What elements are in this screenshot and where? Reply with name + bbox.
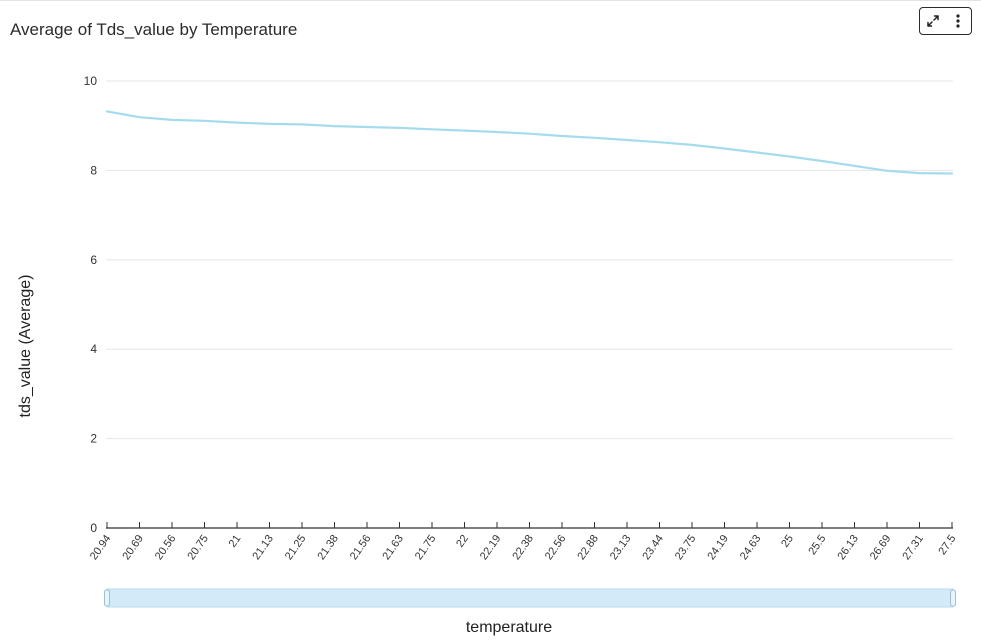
x-tick-label: 20.94 <box>88 533 114 562</box>
x-tick-label: 22.56 <box>543 533 569 562</box>
x-tick-label: 24.63 <box>738 533 764 562</box>
x-axis-label: temperature <box>466 619 552 636</box>
x-tick-label: 21.75 <box>413 533 439 562</box>
range-slider-handle-right[interactable] <box>950 589 956 607</box>
y-tick-labels: 0 2 4 6 8 10 <box>84 74 98 535</box>
x-tick-label: 21.56 <box>348 533 374 562</box>
range-slider-handle-left[interactable] <box>104 589 110 607</box>
x-tick-label: 21.63 <box>380 533 406 562</box>
range-slider-track[interactable] <box>106 588 954 608</box>
x-tick-label: 23.75 <box>673 533 699 562</box>
x-tick-label: 23.13 <box>608 533 634 562</box>
x-tick-label: 21 <box>227 533 244 550</box>
x-tick-label: 21.38 <box>315 533 341 562</box>
y-tick-label: 2 <box>90 432 97 446</box>
x-tick-label: 26.13 <box>835 533 861 562</box>
y-tick-label: 4 <box>90 342 97 356</box>
x-tick-label: 22.19 <box>478 533 504 562</box>
x-tick-label: 22.38 <box>510 533 536 562</box>
x-tick-label: 24.19 <box>705 533 731 562</box>
x-tick-label: 27.5 <box>936 533 958 557</box>
x-tick-label: 20.75 <box>185 533 211 562</box>
x-tick-label: 25.5 <box>806 533 828 557</box>
x-tick-label: 20.56 <box>153 533 179 562</box>
x-tick-label: 25 <box>779 533 796 550</box>
x-tick-label: 22.88 <box>575 533 601 562</box>
gridlines <box>106 80 953 440</box>
y-tick-label: 0 <box>90 521 97 535</box>
x-tick-label: 21.13 <box>250 533 276 562</box>
y-axis-label: tds_value (Average) <box>17 275 34 418</box>
y-tick-label: 6 <box>90 253 97 267</box>
y-tick-label: 10 <box>84 74 98 88</box>
y-tick-label: 8 <box>90 163 97 177</box>
x-tick-label: 23.44 <box>640 533 666 562</box>
x-tick-label: 20.69 <box>120 533 146 562</box>
x-tick-label: 22 <box>454 533 471 550</box>
chart-toolbar <box>919 7 972 35</box>
range-slider[interactable] <box>104 588 956 608</box>
x-tick-label: 27.31 <box>900 533 926 562</box>
top-divider <box>0 0 981 1</box>
x-axis <box>106 522 953 529</box>
chart-title: Average of Tds_value by Temperature <box>10 20 298 39</box>
x-tick-labels: 20.94 20.69 20.56 20.75 21 21.13 21.25 21.38 21.… <box>88 533 959 562</box>
x-tick-label: 21.25 <box>283 533 309 562</box>
more-vertical-icon[interactable] <box>947 10 969 32</box>
expand-icon[interactable] <box>922 10 944 32</box>
x-tick-label: 26.69 <box>868 533 894 562</box>
series-line <box>105 110 954 175</box>
